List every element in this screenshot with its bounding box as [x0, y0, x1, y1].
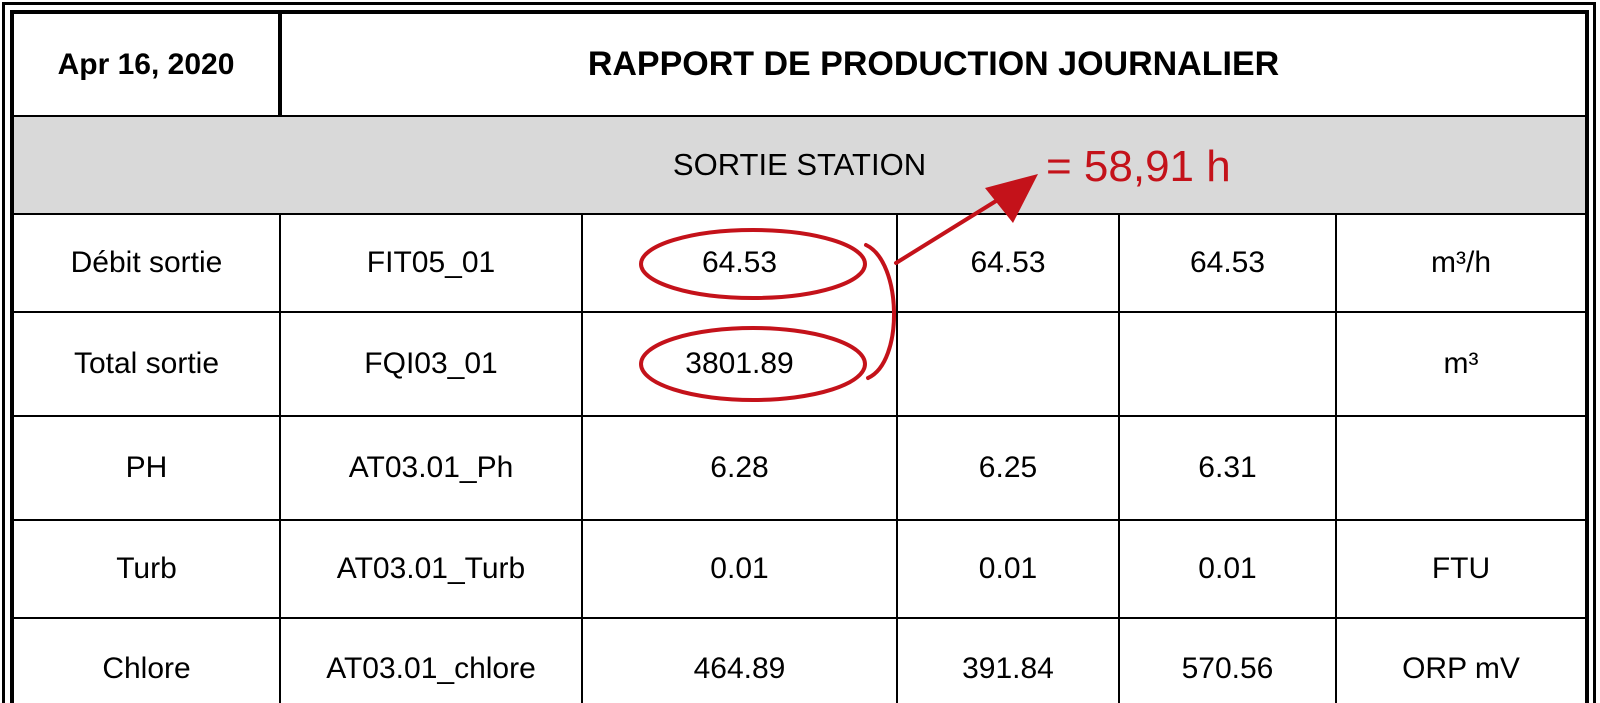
- row-tag: AT03.01_Ph: [279, 415, 583, 521]
- row-unit: FTU: [1334, 519, 1586, 619]
- row-unit: ORP mV: [1334, 617, 1586, 703]
- row-label: PH: [14, 415, 281, 521]
- row-value-3: 64.53: [1118, 213, 1337, 313]
- row-value-1: 6.28: [581, 415, 898, 521]
- row-label: Total sortie: [14, 311, 281, 417]
- row-value-2: [896, 311, 1120, 417]
- row-label: Chlore: [14, 617, 281, 703]
- row-unit: [1334, 415, 1586, 521]
- row-tag: FQI03_01: [279, 311, 583, 417]
- row-tag: AT03.01_Turb: [279, 519, 583, 619]
- row-value-1: 3801.89: [581, 311, 898, 417]
- row-label: Turb: [14, 519, 281, 619]
- row-value-1: 464.89: [581, 617, 898, 703]
- row-value-3: 0.01: [1118, 519, 1337, 619]
- section-header-row: SORTIE STATION: [14, 115, 1586, 215]
- row-value-3: [1118, 311, 1337, 417]
- table-row: Total sortie FQI03_01 3801.89 m³: [14, 311, 1586, 417]
- row-value-2: 6.25: [896, 415, 1120, 521]
- report-title: RAPPORT DE PRODUCTION JOURNALIER: [278, 14, 1586, 117]
- row-value-2: 0.01: [896, 519, 1120, 619]
- production-report-table: Apr 16, 2020 RAPPORT DE PRODUCTION JOURN…: [14, 14, 1586, 703]
- inner-frame: [10, 10, 1589, 703]
- row-tag: FIT05_01: [279, 213, 583, 313]
- row-value-2: 391.84: [896, 617, 1120, 703]
- row-value-1: 64.53: [581, 213, 898, 313]
- row-value-2: 64.53: [896, 213, 1120, 313]
- report-date: Apr 16, 2020: [14, 14, 282, 117]
- table-row: Turb AT03.01_Turb 0.01 0.01 0.01 FTU: [14, 519, 1586, 619]
- row-unit: m³/h: [1334, 213, 1586, 313]
- row-value-1: 0.01: [581, 519, 898, 619]
- report-header-row: Apr 16, 2020 RAPPORT DE PRODUCTION JOURN…: [14, 14, 1586, 117]
- row-value-3: 570.56: [1118, 617, 1337, 703]
- row-tag: AT03.01_chlore: [279, 617, 583, 703]
- table-row: Débit sortie FIT05_01 64.53 64.53 64.53 …: [14, 213, 1586, 313]
- row-label: Débit sortie: [14, 213, 281, 313]
- row-unit: m³: [1334, 311, 1586, 417]
- table-row: PH AT03.01_Ph 6.28 6.25 6.31: [14, 415, 1586, 521]
- annotation-result-text: = 58,91 h: [1046, 142, 1231, 191]
- section-title: SORTIE STATION: [14, 115, 1586, 215]
- row-value-3: 6.31: [1118, 415, 1337, 521]
- table-row: Chlore AT03.01_chlore 464.89 391.84 570.…: [14, 617, 1586, 703]
